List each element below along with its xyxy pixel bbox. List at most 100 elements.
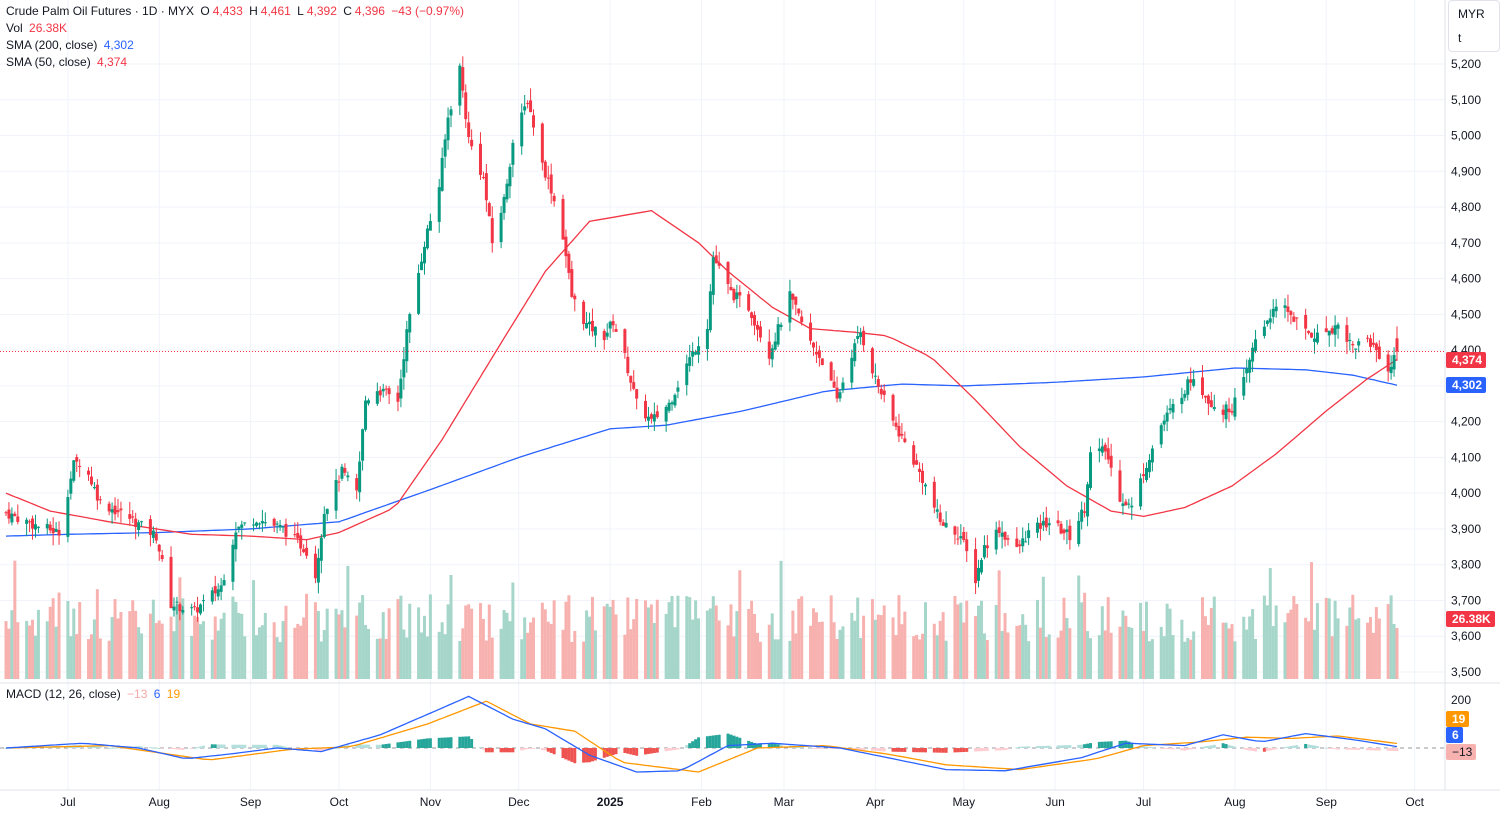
macd-histogram-bar [1124, 740, 1128, 748]
volume-bar [116, 618, 120, 679]
macd-histogram-bar [252, 744, 256, 748]
volume-bar [670, 595, 674, 679]
candle-body [552, 195, 556, 202]
macd-histogram-bar [879, 748, 883, 752]
candle-body [549, 174, 553, 194]
macd-histogram-bar [1227, 744, 1231, 748]
volume-bar [959, 602, 963, 679]
volume-bar [664, 613, 668, 679]
volume-bar [313, 602, 317, 679]
candle-body [98, 499, 102, 501]
candle-body [655, 411, 659, 418]
macd-histogram-bar [797, 746, 801, 748]
macd-histogram-bar [708, 735, 712, 748]
macd-histogram-bar [923, 748, 927, 753]
macd-histogram-bar [1103, 741, 1107, 748]
volume-bar [549, 623, 553, 679]
candle-body [1336, 324, 1340, 329]
macd-histogram-bar [915, 748, 919, 753]
sma200-legend[interactable]: SMA (200, close) 4,302 [6, 37, 137, 54]
macd-histogram-bar [859, 748, 863, 750]
volume-bar [588, 616, 592, 679]
volume-bar [210, 639, 214, 679]
volume-bar [644, 600, 648, 679]
candle-body [361, 429, 365, 461]
candle-body [788, 291, 792, 323]
time-tick-label: Jul [1136, 795, 1151, 809]
macd-histogram-bar [458, 736, 462, 748]
volume-bar [1147, 641, 1151, 679]
candle-body [959, 536, 963, 539]
macd-histogram-bar [107, 747, 111, 749]
volume-bar [994, 604, 998, 679]
macd-histogram-bar [523, 748, 527, 750]
candle-body [726, 262, 730, 284]
candle-body [635, 389, 639, 399]
candle-body [252, 524, 256, 526]
currency-unit-selector[interactable]: MYR t [1448, 0, 1500, 52]
volume-bar [717, 620, 721, 679]
candle-body [717, 262, 721, 266]
volume-bar [69, 636, 73, 679]
volume-bar [879, 615, 883, 679]
macd-hist-value: −13 [127, 687, 148, 701]
volume-bar [694, 600, 698, 679]
volume-legend[interactable]: Vol 26.38K [6, 20, 70, 37]
macd-histogram-bar [629, 748, 633, 755]
macd-histogram-bar [502, 748, 506, 753]
candle-body [667, 402, 671, 411]
volume-bar [1271, 626, 1275, 679]
candle-body [979, 560, 983, 573]
candle-body [649, 414, 653, 419]
candle-body [1242, 377, 1246, 396]
candle-body [10, 513, 14, 523]
candle-body [1021, 538, 1025, 547]
price-axis[interactable]: 5,200 5,100 5,000 4,900 4,800 4,700 4,600 4,500… [1451, 57, 1481, 707]
price-tick-label: 4,500 [1451, 307, 1481, 321]
price-tick-label: 3,500 [1451, 665, 1481, 679]
volume-bar [711, 596, 715, 679]
candle-body [1103, 444, 1107, 452]
macd-histogram-bar [814, 748, 818, 749]
candle-body [33, 524, 37, 530]
candle-body [113, 505, 117, 515]
symbol-title[interactable]: Crude Palm Oil Futures · 1D · MYX [6, 4, 195, 18]
macd-histogram-bar [1248, 748, 1252, 751]
macd-histogram-bar [95, 746, 99, 748]
candle-body [190, 607, 194, 609]
candle-body [178, 604, 182, 612]
volume-bar [1392, 623, 1396, 679]
volume-bar [319, 641, 323, 679]
candle-body [1351, 343, 1355, 346]
volume-bar [213, 616, 217, 679]
volume-bar [299, 625, 303, 679]
volume-bar [832, 622, 836, 679]
macd-histogram-bar [979, 748, 983, 752]
candle-body [1315, 332, 1319, 343]
symbol-legend[interactable]: Crude Palm Oil Futures · 1D · MYX O 4,433… [6, 3, 467, 20]
volume-bar [758, 641, 762, 679]
macd-histogram-bar [882, 748, 886, 752]
volume-bar [1103, 630, 1107, 679]
volume-bar [461, 628, 465, 679]
volume-bar [1200, 597, 1204, 679]
macd-histogram-bar [552, 748, 556, 755]
volume-bar [487, 604, 491, 679]
volume-bar [770, 613, 774, 679]
candle-body [590, 320, 594, 332]
sma50-legend[interactable]: SMA (50, close) 4,374 [6, 54, 130, 71]
candle-body [1159, 425, 1163, 445]
candle-body [564, 236, 568, 257]
volume-bar [1047, 634, 1051, 679]
low-value: 4,392 [306, 4, 337, 18]
volume-bar [508, 621, 512, 679]
volume-bar [95, 589, 99, 679]
time-axis[interactable]: Jul Aug Sep Oct Nov Dec 2025 Feb Mar Apr May Jun Jul… [60, 795, 1424, 809]
macd-histogram-bar [1003, 748, 1007, 751]
candle-body [467, 122, 471, 138]
volume-bar [72, 608, 76, 679]
volume-bar [667, 602, 671, 679]
macd-legend[interactable]: MACD (12, 26, close) −13 6 19 [6, 686, 183, 703]
macd-histogram-bar [714, 735, 718, 748]
